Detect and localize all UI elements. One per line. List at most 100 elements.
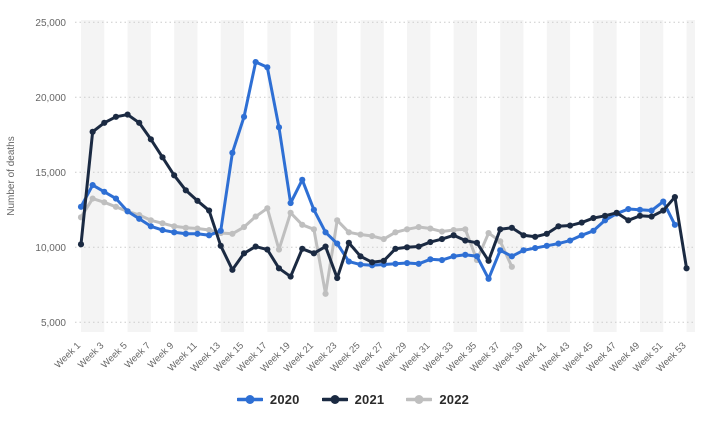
data-point-2022-week-30[interactable] xyxy=(415,223,422,231)
data-point-2021-week-34[interactable] xyxy=(462,237,469,244)
data-point-2020-week-44[interactable] xyxy=(578,232,585,239)
data-point-2021-week-39[interactable] xyxy=(520,232,527,239)
data-point-2021-week-26[interactable] xyxy=(369,259,376,266)
data-point-2021-week-17[interactable] xyxy=(264,246,271,253)
data-point-2021-week-15[interactable] xyxy=(240,250,248,257)
data-point-2020-week-31[interactable] xyxy=(427,256,434,263)
data-point-2022-week-2[interactable] xyxy=(89,195,96,202)
data-series[interactable] xyxy=(77,58,690,297)
data-point-2020-week-50[interactable] xyxy=(648,207,655,214)
data-point-2020-week-37[interactable] xyxy=(497,247,504,254)
data-point-2021-week-52[interactable] xyxy=(671,193,678,201)
data-point-2022-week-34[interactable] xyxy=(462,226,469,233)
data-point-2021-week-51[interactable] xyxy=(660,207,667,214)
data-point-2022-week-22[interactable] xyxy=(322,290,329,297)
data-point-2021-week-44[interactable] xyxy=(578,219,585,226)
data-point-2021-week-46[interactable] xyxy=(601,212,609,219)
series-line-2020[interactable] xyxy=(79,60,677,281)
data-point-2020-week-5[interactable] xyxy=(124,208,131,215)
data-point-2021-week-6[interactable] xyxy=(136,119,143,126)
data-point-2020-week-1[interactable] xyxy=(77,203,85,210)
data-point-2020-week-10[interactable] xyxy=(182,230,189,237)
data-point-2020-week-18[interactable] xyxy=(275,124,283,131)
data-point-2021-week-2[interactable] xyxy=(89,128,96,135)
data-point-2022-week-11[interactable] xyxy=(194,225,201,232)
data-point-2021-week-30[interactable] xyxy=(415,243,422,250)
data-point-2021-week-24[interactable] xyxy=(345,239,352,246)
data-point-2022-week-16[interactable] xyxy=(252,213,259,220)
data-point-2022-week-4[interactable] xyxy=(112,203,120,210)
data-point-2020-week-24[interactable] xyxy=(345,258,352,265)
data-point-2021-week-29[interactable] xyxy=(403,244,411,251)
data-point-2021-week-32[interactable] xyxy=(438,235,446,243)
data-point-2020-week-20[interactable] xyxy=(299,176,306,183)
data-point-2021-week-53[interactable] xyxy=(683,265,690,272)
data-point-2020-week-48[interactable] xyxy=(625,205,632,213)
data-point-2020-week-13[interactable] xyxy=(217,227,224,234)
data-point-2021-week-11[interactable] xyxy=(194,197,201,204)
data-point-2021-week-12[interactable] xyxy=(205,207,213,214)
data-point-2020-week-22[interactable] xyxy=(322,229,329,236)
data-point-2020-week-16[interactable] xyxy=(252,58,259,66)
data-point-2020-week-30[interactable] xyxy=(415,260,422,267)
data-point-2022-week-7[interactable] xyxy=(147,217,154,224)
data-point-2021-week-25[interactable] xyxy=(357,253,364,260)
data-point-2020-week-45[interactable] xyxy=(590,227,597,234)
data-point-2021-week-50[interactable] xyxy=(648,213,655,220)
data-point-2020-week-35[interactable] xyxy=(473,253,481,260)
data-point-2022-week-17[interactable] xyxy=(264,205,271,212)
data-point-2021-week-19[interactable] xyxy=(287,273,294,280)
data-point-2021-week-42[interactable] xyxy=(555,223,562,230)
data-point-2021-week-49[interactable] xyxy=(636,212,644,219)
data-point-2020-week-28[interactable] xyxy=(392,260,399,267)
data-point-2021-week-28[interactable] xyxy=(392,245,399,252)
data-point-2021-week-40[interactable] xyxy=(532,233,539,240)
data-point-2021-week-47[interactable] xyxy=(613,209,620,216)
data-point-2021-week-7[interactable] xyxy=(147,136,154,143)
data-point-2022-week-27[interactable] xyxy=(380,235,387,243)
data-point-2020-week-23[interactable] xyxy=(334,240,341,247)
data-point-2022-week-18[interactable] xyxy=(275,246,283,253)
data-point-2020-week-41[interactable] xyxy=(543,242,550,249)
data-point-2020-week-19[interactable] xyxy=(287,199,294,207)
data-point-2022-week-12[interactable] xyxy=(205,226,213,234)
legend-item-2022[interactable]: 2022 xyxy=(406,392,469,407)
legend-item-2021[interactable]: 2021 xyxy=(321,392,385,407)
data-point-2022-week-37[interactable] xyxy=(497,238,504,245)
data-point-2021-week-22[interactable] xyxy=(322,243,329,250)
data-point-2021-week-41[interactable] xyxy=(543,230,550,237)
data-point-2020-week-3[interactable] xyxy=(101,188,108,195)
data-point-2020-week-46[interactable] xyxy=(601,217,609,224)
data-point-2020-week-14[interactable] xyxy=(229,149,236,156)
data-point-2020-week-33[interactable] xyxy=(450,253,457,260)
data-point-2022-week-36[interactable] xyxy=(485,229,492,237)
data-point-2021-week-35[interactable] xyxy=(473,239,481,246)
data-point-2021-week-20[interactable] xyxy=(299,245,306,252)
data-point-2021-week-13[interactable] xyxy=(217,242,224,249)
data-point-2021-week-18[interactable] xyxy=(275,265,283,272)
data-point-2022-week-21[interactable] xyxy=(310,226,317,233)
data-point-2020-week-2[interactable] xyxy=(89,181,96,189)
data-point-2020-week-6[interactable] xyxy=(136,215,143,222)
data-point-2020-week-51[interactable] xyxy=(660,198,667,205)
data-point-2020-week-38[interactable] xyxy=(508,253,515,260)
data-point-2022-week-8[interactable] xyxy=(159,220,166,227)
data-point-2021-week-37[interactable] xyxy=(497,226,504,233)
data-point-2021-week-43[interactable] xyxy=(566,222,574,229)
data-point-2021-week-27[interactable] xyxy=(380,257,387,264)
data-point-2020-week-4[interactable] xyxy=(112,195,120,202)
legend-item-2020[interactable]: 2020 xyxy=(236,392,300,407)
data-point-2020-week-25[interactable] xyxy=(357,261,364,268)
data-point-2022-week-14[interactable] xyxy=(229,230,236,237)
data-point-2022-week-29[interactable] xyxy=(403,226,411,233)
data-point-2020-week-49[interactable] xyxy=(636,206,644,213)
data-point-2020-week-34[interactable] xyxy=(462,251,469,258)
data-point-2021-week-36[interactable] xyxy=(485,257,492,264)
data-point-2020-week-9[interactable] xyxy=(171,229,178,236)
data-point-2021-week-9[interactable] xyxy=(171,172,178,179)
data-point-2021-week-31[interactable] xyxy=(427,238,434,246)
data-point-2021-week-38[interactable] xyxy=(508,224,515,231)
data-point-2021-week-33[interactable] xyxy=(450,232,457,239)
data-point-2022-week-32[interactable] xyxy=(438,228,446,235)
data-point-2022-week-28[interactable] xyxy=(392,229,399,236)
